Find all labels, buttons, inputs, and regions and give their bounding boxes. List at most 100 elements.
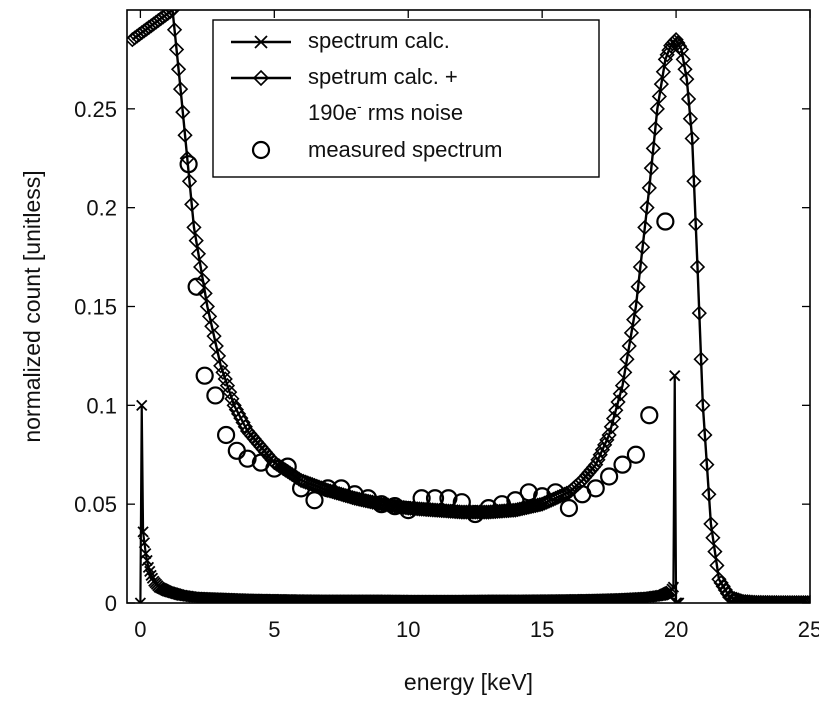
series-spectrum-noise-point — [675, 51, 691, 68]
series-spectrum-noise-point — [655, 64, 671, 80]
series-spectrum-noise-point — [188, 232, 204, 249]
series-spectrum-noise-point — [691, 305, 707, 321]
series-spectrum-noise-point — [619, 351, 635, 367]
series-spectrum-noise-point — [170, 61, 187, 77]
series-measured-point — [238, 449, 257, 468]
series-spectrum-calc-point — [134, 597, 147, 603]
legend-noise-value: 190e — [308, 100, 357, 125]
legend-entry-measured: measured spectrum — [308, 137, 502, 162]
series-spectrum-noise-point — [630, 279, 646, 295]
series-measured-point — [626, 445, 646, 464]
series-measured-point — [265, 459, 284, 478]
series-measured-point — [206, 386, 225, 405]
series-spectrum-noise-point — [637, 219, 653, 236]
series-spectrum-noise-point — [680, 91, 697, 107]
series-spectrum-noise-point — [668, 32, 684, 48]
y-tick-label: 0 — [105, 591, 117, 616]
legend: spectrum calc. spetrum calc. + 190e- rms… — [212, 19, 600, 178]
legend-entry-spectrum-noise-cont: 190e- rms noise — [308, 98, 463, 125]
y-tick-label: 0.25 — [74, 97, 117, 122]
series-spectrum-noise-point — [166, 22, 183, 38]
series-spectrum-noise-point — [688, 216, 704, 232]
series-spectrum-noise-point — [213, 358, 229, 374]
series-spectrum-noise-point — [697, 427, 713, 443]
series-spectrum-noise-point — [715, 578, 731, 595]
series-measured-point — [519, 483, 538, 502]
series-spectrum-noise-point — [682, 111, 698, 127]
legend-box — [212, 19, 600, 178]
series-spectrum-noise-point — [797, 594, 810, 603]
series-spectrum-noise-point — [800, 594, 810, 603]
x-tick-label: 15 — [530, 617, 554, 642]
series-spectrum-noise-point — [197, 285, 213, 301]
legend-noise-rest: rms noise — [362, 100, 463, 125]
series-spectrum-noise-point — [222, 384, 238, 400]
series-measured-point — [425, 489, 445, 508]
series-measured-point — [187, 277, 206, 296]
series-spectrum-calc-point — [137, 526, 149, 538]
series-measured-point — [613, 455, 632, 474]
y-tick-label: 0.2 — [86, 196, 117, 221]
series-measured-point — [506, 491, 525, 510]
series-spectrum-noise-point — [670, 35, 686, 51]
series-spectrum-noise-point — [679, 71, 695, 87]
series-spectrum-noise-point — [647, 120, 663, 137]
series-spectrum-noise-point — [717, 582, 733, 598]
series-spectrum-calc-point — [669, 370, 681, 382]
legend-marker-spectrum-calc — [254, 35, 268, 49]
series-spectrum-noise-point — [186, 219, 202, 236]
series-spectrum-noise-point — [703, 516, 719, 532]
series-measured-point — [399, 500, 418, 520]
series-spectrum-noise-point — [612, 386, 628, 402]
series-spectrum-calc-point — [145, 569, 157, 581]
series-spectrum-noise-point — [649, 101, 665, 117]
series-measured-point — [492, 495, 512, 514]
series-spectrum-noise-point — [695, 397, 711, 413]
series-spectrum-noise-point — [590, 452, 606, 468]
series-spectrum-noise-point — [693, 351, 709, 367]
series-spectrum-noise-point — [705, 530, 721, 546]
series-spectrum-noise-point — [713, 575, 729, 591]
series-spectrum-noise-point — [215, 364, 231, 381]
series-spectrum-noise-point — [614, 377, 631, 394]
series-spectrum-noise-point — [628, 298, 644, 315]
series-measured-point — [385, 497, 404, 516]
series-spectrum-noise-point — [605, 410, 622, 427]
series-measured-point — [195, 366, 214, 385]
legend-marker-measured — [251, 140, 271, 160]
legend-noise-superscript: - — [357, 98, 362, 114]
series-measured-point — [305, 491, 324, 510]
series-spectrum-noise-point — [594, 442, 611, 458]
series-spectrum-noise-point — [686, 173, 702, 189]
series-measured-point — [318, 479, 337, 498]
series-spectrum-noise-point — [639, 200, 655, 216]
series-spectrum-noise-point — [177, 127, 193, 143]
series-spectrum-noise-point — [601, 427, 617, 443]
series-measured-point — [439, 489, 458, 508]
x-tick-label: 25 — [798, 617, 819, 642]
series-spectrum-noise-point — [181, 173, 198, 189]
series-measured-point — [586, 479, 605, 498]
series-spectrum-noise-point — [657, 51, 673, 68]
series-spectrum-noise-point — [641, 180, 657, 196]
series-spectrum-noise-point — [643, 160, 659, 176]
series-spectrum-calc-point — [144, 565, 156, 578]
series-spectrum-noise-point — [219, 377, 236, 394]
series-measured-point — [600, 467, 619, 486]
series-spectrum-noise-point — [190, 246, 207, 262]
series-measured — [179, 155, 675, 524]
series-measured-point — [546, 483, 565, 502]
series-spectrum-noise-point — [168, 41, 185, 58]
series-spectrum-noise-point — [603, 419, 619, 435]
series-measured-point — [533, 487, 552, 506]
series-spectrum-noise-point — [608, 402, 624, 418]
series-measured-point — [278, 457, 297, 476]
series-spectrum-noise-point — [684, 130, 700, 147]
series-spectrum-noise-point — [621, 338, 637, 354]
legend-entry-spectrum-calc: spectrum calc. — [308, 28, 450, 53]
legend-marker-spectrum-noise — [252, 69, 270, 87]
series-spectrum-noise-point — [164, 10, 181, 18]
series-layer — [127, 10, 810, 603]
series-spectrum-noise-point — [689, 259, 706, 275]
